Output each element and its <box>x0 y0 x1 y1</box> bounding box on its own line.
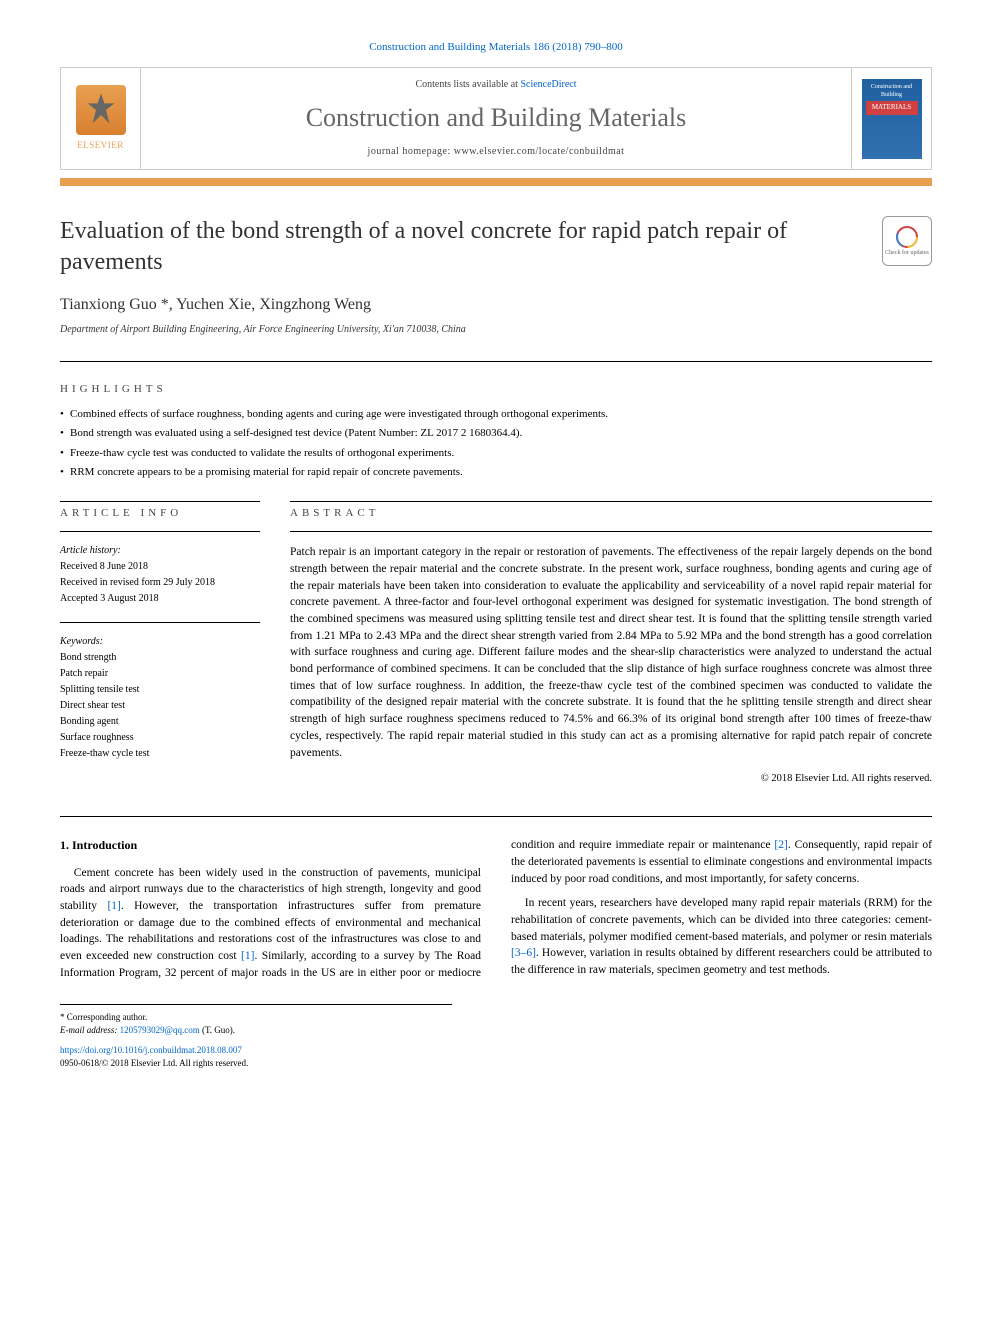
keyword: Patch repair <box>60 667 260 681</box>
publisher-logo-cell: ELSEVIER <box>61 68 141 168</box>
keyword: Bonding agent <box>60 715 260 729</box>
corresponding-author-note: * Corresponding author. <box>60 1011 452 1024</box>
keywords-label: Keywords: <box>60 635 260 649</box>
contents-prefix: Contents lists available at <box>415 79 520 90</box>
article-info-column: ARTICLE INFO Article history: Received 8… <box>60 501 260 787</box>
journal-name: Construction and Building Materials <box>151 100 841 136</box>
abstract-column: ABSTRACT Patch repair is an important ca… <box>290 501 932 787</box>
abstract-heading: ABSTRACT <box>290 501 932 522</box>
email-label: E-mail address: <box>60 1025 120 1035</box>
sciencedirect-link[interactable]: ScienceDirect <box>520 79 576 90</box>
email-suffix: (T. Guo). <box>200 1025 235 1035</box>
check-updates-badge[interactable]: Check for updates <box>882 216 932 266</box>
ref-link[interactable]: [3–6] <box>511 947 536 959</box>
journal-cover-thumbnail: Construction and Building MATERIALS <box>862 79 922 159</box>
intro-para-2: In recent years, researchers have develo… <box>511 895 932 978</box>
homepage-prefix: journal homepage: <box>368 146 454 157</box>
highlight-item: Bond strength was evaluated using a self… <box>60 426 932 441</box>
article-title: Evaluation of the bond strength of a nov… <box>60 216 862 278</box>
keyword: Freeze-thaw cycle test <box>60 747 260 761</box>
copyright-line: © 2018 Elsevier Ltd. All rights reserved… <box>290 771 932 786</box>
highlights-heading: HIGHLIGHTS <box>60 382 932 397</box>
received-date: Received 8 June 2018 <box>60 560 260 574</box>
text: . Similarly, according to a survey by Th… <box>254 950 456 962</box>
title-row: Evaluation of the bond strength of a nov… <box>60 216 932 294</box>
affiliation: Department of Airport Building Engineeri… <box>60 323 932 337</box>
check-updates-label: Check for updates <box>885 249 929 257</box>
ref-link[interactable]: [1] <box>241 950 254 962</box>
article-info-heading: ARTICLE INFO <box>60 501 260 521</box>
ref-link[interactable]: [2] <box>774 839 787 851</box>
cover-line2: MATERIALS <box>866 101 918 115</box>
accent-bar <box>60 178 932 186</box>
issn-copyright: 0950-0618/© 2018 Elsevier Ltd. All right… <box>60 1057 452 1070</box>
keyword: Surface roughness <box>60 731 260 745</box>
cover-line1: Construction and Building <box>866 83 918 100</box>
keywords-block: Keywords: Bond strength Patch repair Spl… <box>60 622 260 761</box>
text: In recent years, researchers have develo… <box>511 897 932 942</box>
accepted-date: Accepted 3 August 2018 <box>60 592 260 606</box>
rule <box>60 531 260 532</box>
intro-heading: 1. Introduction <box>60 837 481 854</box>
keyword: Splitting tensile test <box>60 683 260 697</box>
revised-date: Received in revised form 29 July 2018 <box>60 576 260 590</box>
info-abstract-row: ARTICLE INFO Article history: Received 8… <box>60 501 932 787</box>
header-center: Contents lists available at ScienceDirec… <box>141 68 851 168</box>
journal-homepage: journal homepage: www.elsevier.com/locat… <box>151 145 841 159</box>
elsevier-logo: ELSEVIER <box>71 84 131 154</box>
publisher-name: ELSEVIER <box>77 139 124 152</box>
body-text: 1. Introduction Cement concrete has been… <box>60 837 932 984</box>
history-label: Article history: <box>60 544 260 558</box>
text: . However, variation in results obtained… <box>511 947 932 976</box>
keyword: Bond strength <box>60 651 260 665</box>
highlights-list: Combined effects of surface roughness, b… <box>60 407 932 481</box>
abstract-text: Patch repair is an important category in… <box>290 544 932 761</box>
rule <box>60 361 932 362</box>
footnote-block: * Corresponding author. E-mail address: … <box>60 1004 452 1069</box>
keyword: Direct shear test <box>60 699 260 713</box>
elsevier-tree-icon <box>76 85 126 135</box>
crossmark-icon <box>895 225 919 249</box>
cover-thumb-cell: Construction and Building MATERIALS <box>851 68 931 168</box>
doi-block: https://doi.org/10.1016/j.conbuildmat.20… <box>60 1044 452 1069</box>
author-email-link[interactable]: 1205793029@qq.com <box>120 1025 200 1035</box>
citation-link[interactable]: Construction and Building Materials 186 … <box>60 40 932 55</box>
journal-header: ELSEVIER Contents lists available at Sci… <box>60 67 932 169</box>
authors: Tianxiong Guo *, Yuchen Xie, Xingzhong W… <box>60 294 932 316</box>
highlight-item: Freeze-thaw cycle test was conducted to … <box>60 446 932 461</box>
rule <box>290 531 932 532</box>
ref-link[interactable]: [1] <box>107 900 120 912</box>
rule <box>60 622 260 623</box>
email-line: E-mail address: 1205793029@qq.com (T. Gu… <box>60 1024 452 1037</box>
doi-link[interactable]: https://doi.org/10.1016/j.conbuildmat.20… <box>60 1045 242 1055</box>
homepage-url[interactable]: www.elsevier.com/locate/conbuildmat <box>454 146 625 157</box>
contents-line: Contents lists available at ScienceDirec… <box>151 78 841 92</box>
highlight-item: RRM concrete appears to be a promising m… <box>60 465 932 480</box>
main-rule <box>60 816 932 817</box>
highlight-item: Combined effects of surface roughness, b… <box>60 407 932 422</box>
